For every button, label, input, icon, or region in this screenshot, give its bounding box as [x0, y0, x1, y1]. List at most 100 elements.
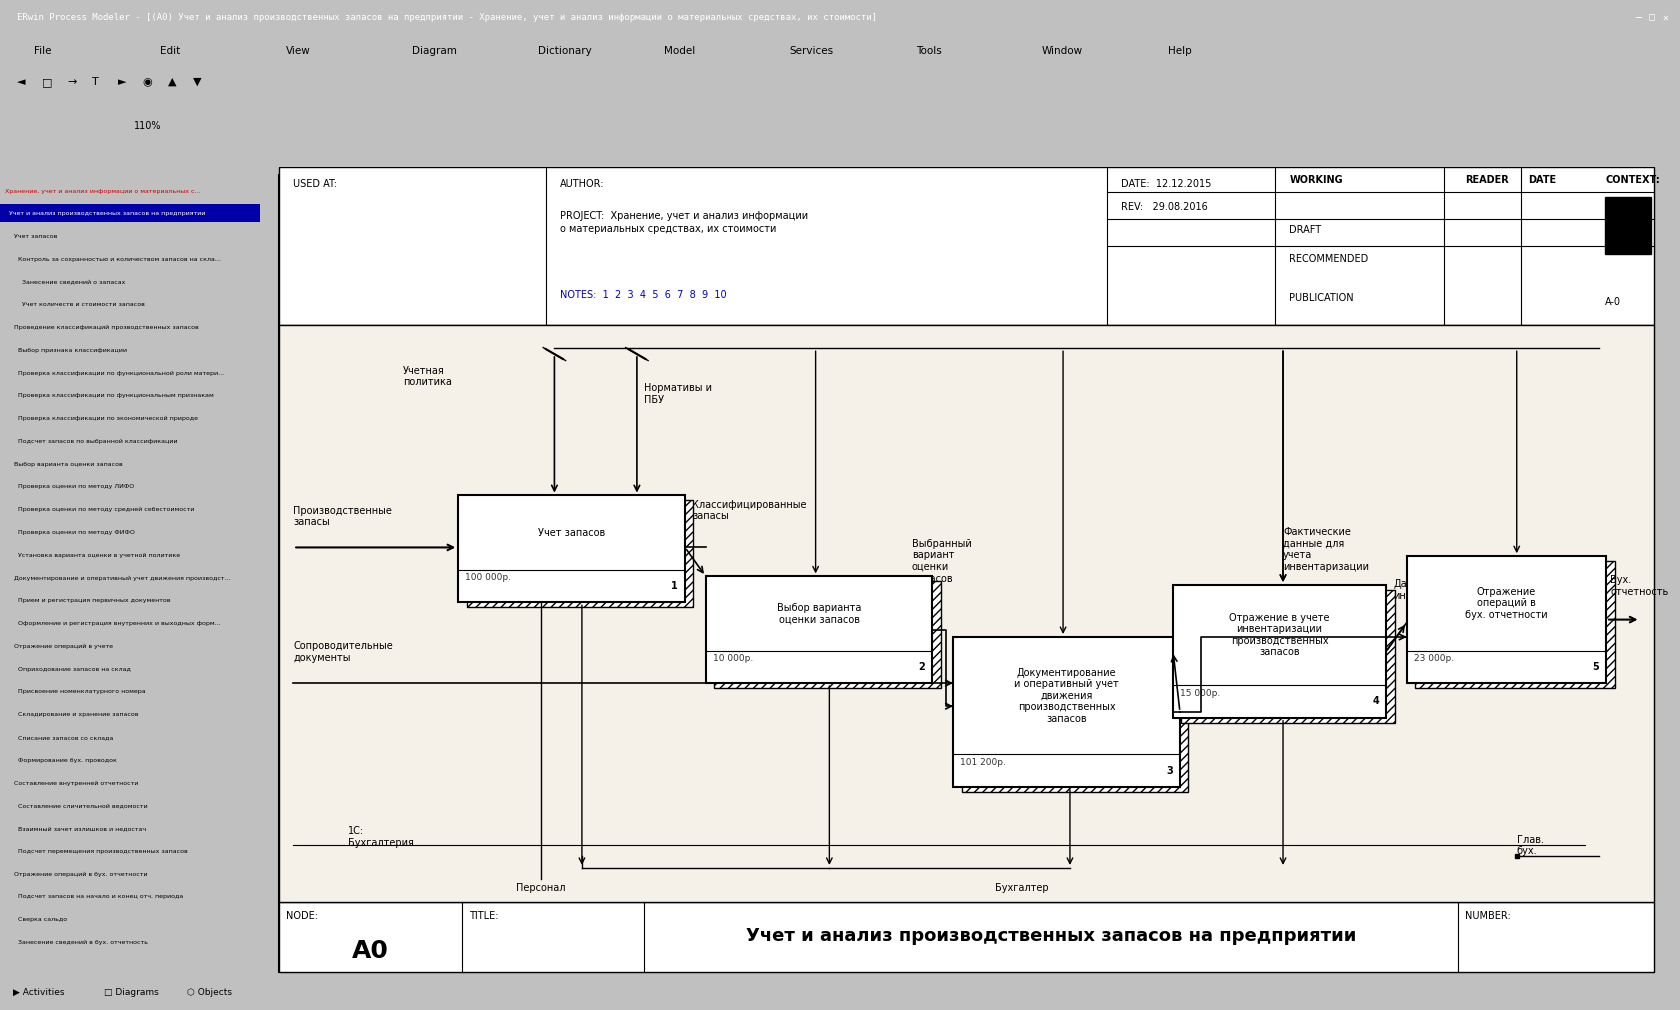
Text: Diagram: Diagram	[412, 45, 457, 56]
Text: Сверка сальдо: Сверка сальдо	[18, 917, 67, 922]
Text: AUTHOR:: AUTHOR:	[559, 179, 605, 189]
Text: Window: Window	[1042, 45, 1082, 56]
Text: Составление сличительной ведомости: Составление сличительной ведомости	[18, 803, 148, 808]
Text: Учет и анализ производственных запасов на предприятии: Учет и анализ производственных запасов н…	[746, 926, 1356, 944]
Text: 3: 3	[1166, 766, 1173, 776]
Text: TITLE:: TITLE:	[469, 911, 499, 920]
Bar	[1604, 197, 1651, 254]
Text: DATE:  12.12.2015: DATE: 12.12.2015	[1121, 179, 1211, 189]
Text: Бухгалтер: Бухгалтер	[995, 884, 1048, 894]
Text: Присвоение номенклатурного номера: Присвоение номенклатурного номера	[18, 690, 146, 695]
Text: ✕: ✕	[1662, 13, 1668, 22]
Text: Учетная
политика: Учетная политика	[403, 366, 452, 387]
Text: ▲: ▲	[168, 77, 176, 87]
Text: Services: Services	[790, 45, 833, 56]
Text: Данные
внутренней
отчетности: Данные внутренней отчетности	[1050, 700, 1110, 733]
Text: →: →	[67, 77, 77, 87]
Text: ⬡ Objects: ⬡ Objects	[188, 988, 232, 997]
Text: Бух.
отчетность: Бух. отчетность	[1609, 575, 1668, 597]
Text: 5: 5	[1593, 662, 1599, 672]
Text: Edit: Edit	[160, 45, 180, 56]
Text: View: View	[286, 45, 311, 56]
Text: Подсчет перемещения производственных запасов: Подсчет перемещения производственных зап…	[18, 848, 188, 853]
Text: Model: Model	[664, 45, 696, 56]
Text: Учет и анализ производственных запасов на предприятии: Учет и анализ производственных запасов н…	[10, 211, 205, 216]
Text: NUMBER:: NUMBER:	[1465, 911, 1510, 920]
Text: PUBLICATION: PUBLICATION	[1290, 294, 1354, 303]
Text: Выбор варианта оценки запасов: Выбор варианта оценки запасов	[13, 462, 123, 467]
Text: Нормативы и
ПБУ: Нормативы и ПБУ	[643, 383, 712, 405]
Text: RECOMMENDED: RECOMMENDED	[1290, 254, 1369, 264]
Text: USED AT:: USED AT:	[294, 179, 338, 189]
Text: Персонал: Персонал	[516, 884, 566, 894]
Text: 10 000р.: 10 000р.	[712, 654, 753, 664]
Text: Оприходование запасов на склад: Оприходование запасов на склад	[18, 667, 131, 672]
Text: Списание запасов со склада: Списание запасов со склада	[18, 735, 113, 740]
Text: 1С:
Бухгалтерия: 1С: Бухгалтерия	[348, 826, 413, 847]
Text: Отражение операций в бух. отчетности: Отражение операций в бух. отчетности	[13, 872, 148, 877]
Text: NODE:: NODE:	[287, 911, 319, 920]
Text: Отражение в учете
инвентаризации
производственных
запасов: Отражение в учете инвентаризации произво…	[1230, 613, 1331, 658]
Text: Сопроводительные
документы: Сопроводительные документы	[294, 641, 393, 663]
Text: ◄: ◄	[17, 77, 25, 87]
Text: REV:   29.08.2016: REV: 29.08.2016	[1121, 202, 1208, 211]
Bar	[961, 641, 1188, 792]
Text: Учет количеств и стоимости запасов: Учет количеств и стоимости запасов	[22, 302, 144, 307]
Bar	[279, 167, 1655, 325]
Text: Учет запасов: Учет запасов	[538, 527, 605, 537]
Text: 4: 4	[1373, 697, 1379, 706]
Bar	[1173, 585, 1386, 718]
Text: DATE: DATE	[1529, 175, 1556, 185]
Text: Хранение, учет и анализ информации о материальных с...: Хранение, учет и анализ информации о мат…	[5, 189, 200, 194]
Text: Занесение сведений в бух. отчетность: Занесение сведений в бух. отчетность	[18, 939, 148, 945]
Text: Выбранный
вариант
оценки
запасов: Выбранный вариант оценки запасов	[912, 538, 971, 584]
Text: ▶ Activities: ▶ Activities	[13, 988, 64, 997]
Text: DRAFT: DRAFT	[1290, 225, 1322, 235]
Text: Проверка оценки по методу ЛИФО: Проверка оценки по методу ЛИФО	[18, 485, 134, 490]
Bar	[1415, 561, 1614, 688]
Text: A0: A0	[353, 939, 390, 963]
Text: Документирование и оперативный учет движения производст...: Документирование и оперативный учет движ…	[13, 576, 230, 581]
Text: Выбор варианта
оценки запасов: Выбор варианта оценки запасов	[776, 603, 862, 624]
Text: Составление внутренней отчетности: Составление внутренней отчетности	[13, 781, 138, 786]
Bar	[279, 325, 1655, 903]
Text: Формирование бух. проводок: Формирование бух. проводок	[18, 758, 116, 763]
Text: T: T	[92, 77, 99, 87]
Text: 1: 1	[672, 581, 679, 591]
Text: Проведение классификаций прозводственных запасов: Проведение классификаций прозводственных…	[13, 325, 198, 330]
Text: □ Diagrams: □ Diagrams	[104, 988, 160, 997]
Text: Документирование
и оперативный учет
движения
производственных
запасов: Документирование и оперативный учет движ…	[1015, 668, 1119, 724]
Text: Классифицированные
запасы: Классифицированные запасы	[692, 500, 806, 521]
Text: Контроль за сохранностью и количеством запасов на скла...: Контроль за сохранностью и количеством з…	[18, 257, 220, 262]
Text: Help: Help	[1168, 45, 1191, 56]
Text: WORKING: WORKING	[1290, 175, 1342, 185]
Text: Оформление и регистрация внутренних и выходных форм...: Оформление и регистрация внутренних и вы…	[18, 621, 220, 626]
Text: Отражение
операций в
бух. отчетности: Отражение операций в бух. отчетности	[1465, 587, 1547, 620]
Text: File: File	[34, 45, 50, 56]
Bar	[279, 903, 1655, 972]
Text: □: □	[1648, 13, 1655, 22]
Text: ─: ─	[1635, 13, 1641, 22]
Text: Проверка классификации по функциональной роли матери...: Проверка классификации по функциональной…	[18, 371, 223, 376]
Text: Проверка оценки по методу средней себестоимости: Проверка оценки по методу средней себест…	[18, 507, 195, 512]
Bar	[459, 496, 685, 602]
Text: Проверка оценки по методу ФИФО: Проверка оценки по методу ФИФО	[18, 530, 134, 535]
Text: Складирование и хранение запасов: Складирование и хранение запасов	[18, 712, 138, 717]
Bar	[953, 637, 1179, 787]
Text: □: □	[42, 77, 52, 87]
Text: NOTES:  1  2  3  4  5  6  7  8  9  10: NOTES: 1 2 3 4 5 6 7 8 9 10	[559, 290, 727, 300]
Text: Производственные
запасы: Производственные запасы	[294, 506, 391, 527]
Text: ◉: ◉	[143, 77, 153, 87]
Text: Проверка классификации по экономической природе: Проверка классификации по экономической …	[18, 416, 198, 421]
Text: Прием и регистрация первичных документов: Прием и регистрация первичных документов	[18, 598, 170, 603]
Bar	[706, 577, 932, 683]
Text: 2: 2	[919, 662, 926, 672]
Text: ▼: ▼	[193, 77, 202, 87]
Text: Проверка классификации по функциональным признакам: Проверка классификации по функциональным…	[18, 394, 213, 398]
Bar	[1181, 590, 1394, 722]
Text: ►: ►	[118, 77, 126, 87]
Text: Взаимный зачет излишков и недостач: Взаимный зачет излишков и недостач	[18, 826, 146, 831]
Text: 15 000р.: 15 000р.	[1179, 689, 1220, 698]
Bar	[0, 204, 260, 222]
Text: PROJECT:  Хранение, учет и анализ информации
о материальных средствах, их стоимо: PROJECT: Хранение, учет и анализ информа…	[559, 211, 808, 234]
